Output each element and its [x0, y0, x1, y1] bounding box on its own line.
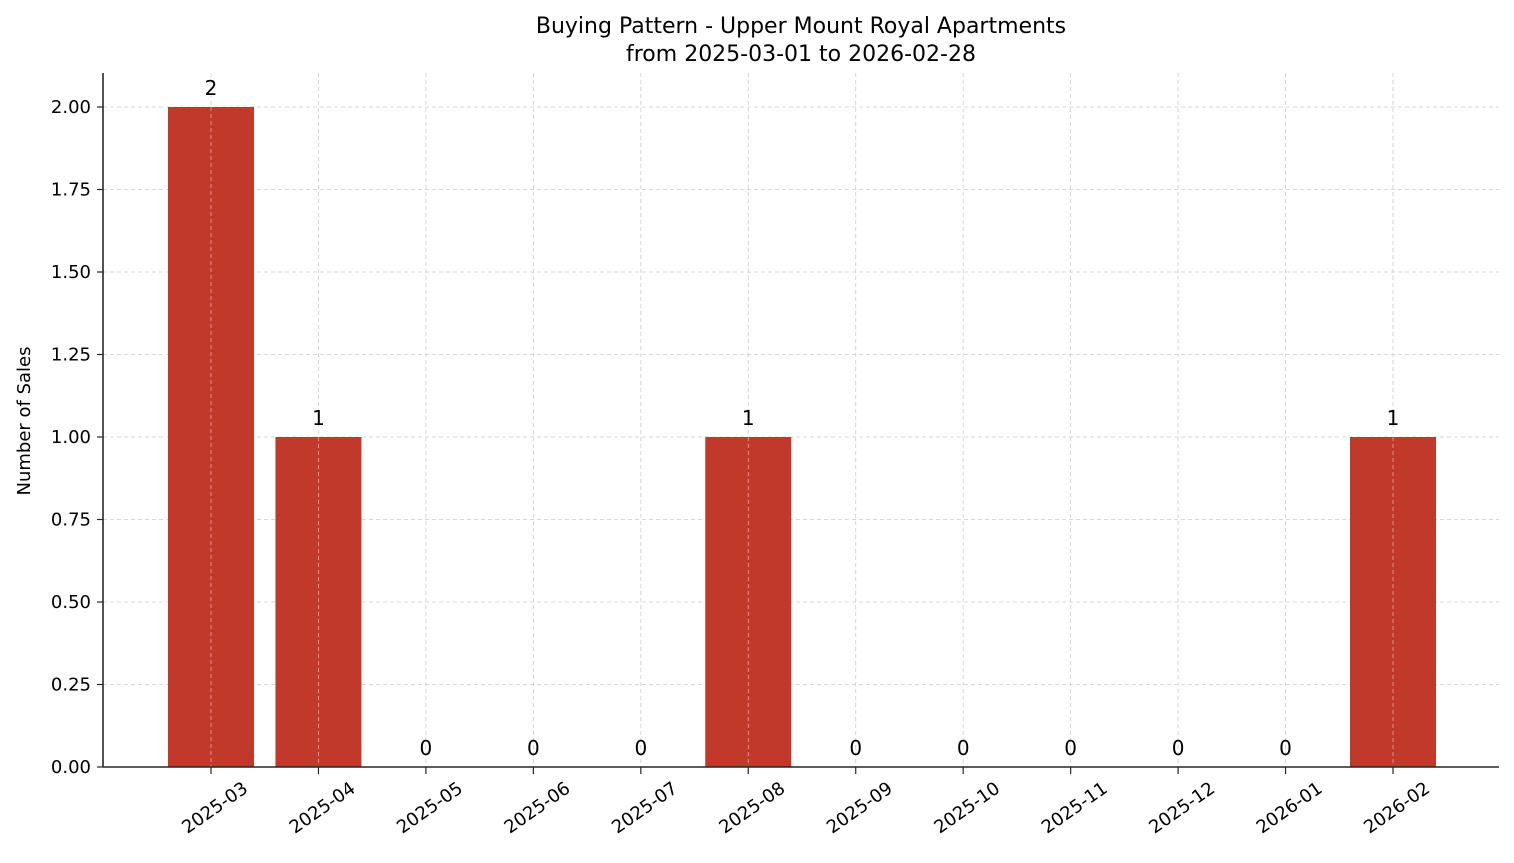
y-tick-label: 0.75 — [51, 510, 91, 531]
chart-subtitle: from 2025-03-01 to 2026-02-28 — [626, 42, 976, 67]
bar-value-label: 0 — [1279, 736, 1292, 760]
bar-value-label: 0 — [527, 736, 540, 760]
bars — [168, 107, 1436, 767]
bar-value-labels: 2 1 0 0 0 1 0 0 0 0 0 1 — [205, 76, 1400, 760]
bar-value-label: 0 — [957, 736, 970, 760]
axes — [102, 73, 1499, 768]
x-tick-label: 2025-11 — [1038, 778, 1112, 838]
y-tick-label: 0.50 — [51, 592, 91, 613]
x-tick-label: 2025-09 — [823, 778, 897, 838]
x-axis-ticks: 2025-03 2025-04 2025-05 2025-06 2025-07 2025-… — [178, 767, 1434, 838]
x-tick-label: 2025-10 — [930, 778, 1004, 838]
y-axis-label: Number of Sales — [14, 346, 35, 495]
bar-value-label: 0 — [1064, 736, 1077, 760]
y-tick-label: 2.00 — [51, 97, 91, 118]
x-tick-label: 2025-03 — [178, 778, 252, 838]
y-tick-label: 0.25 — [51, 675, 91, 696]
bar-value-label: 1 — [312, 406, 325, 430]
x-tick-label: 2025-12 — [1145, 778, 1219, 838]
x-tick-label: 2026-01 — [1253, 778, 1327, 838]
x-tick-label: 2025-07 — [608, 778, 682, 838]
y-tick-label: 1.75 — [51, 180, 91, 201]
bar-value-label: 0 — [420, 736, 433, 760]
x-tick-label: 2025-05 — [393, 778, 467, 838]
y-tick-label: 1.00 — [51, 427, 91, 448]
y-tick-label: 0.00 — [51, 757, 91, 778]
bar-value-label: 0 — [849, 736, 862, 760]
bar-value-label: 1 — [1387, 406, 1400, 430]
x-tick-label: 2025-04 — [286, 778, 360, 838]
y-tick-label: 1.50 — [51, 262, 91, 283]
bar-value-label: 0 — [634, 736, 647, 760]
y-axis-ticks: 0.00 0.25 0.50 0.75 1.00 1.25 1.50 1.75 2.00 — [51, 97, 103, 778]
y-tick-label: 1.25 — [51, 345, 91, 366]
x-tick-label: 2026-02 — [1360, 778, 1434, 838]
bar-value-label: 1 — [742, 406, 755, 430]
bar-value-label: 0 — [1172, 736, 1185, 760]
x-tick-label: 2025-08 — [715, 778, 789, 838]
bar-value-label: 2 — [205, 76, 218, 100]
chart-title: Buying Pattern - Upper Mount Royal Apart… — [536, 14, 1066, 39]
x-tick-label: 2025-06 — [501, 778, 575, 838]
